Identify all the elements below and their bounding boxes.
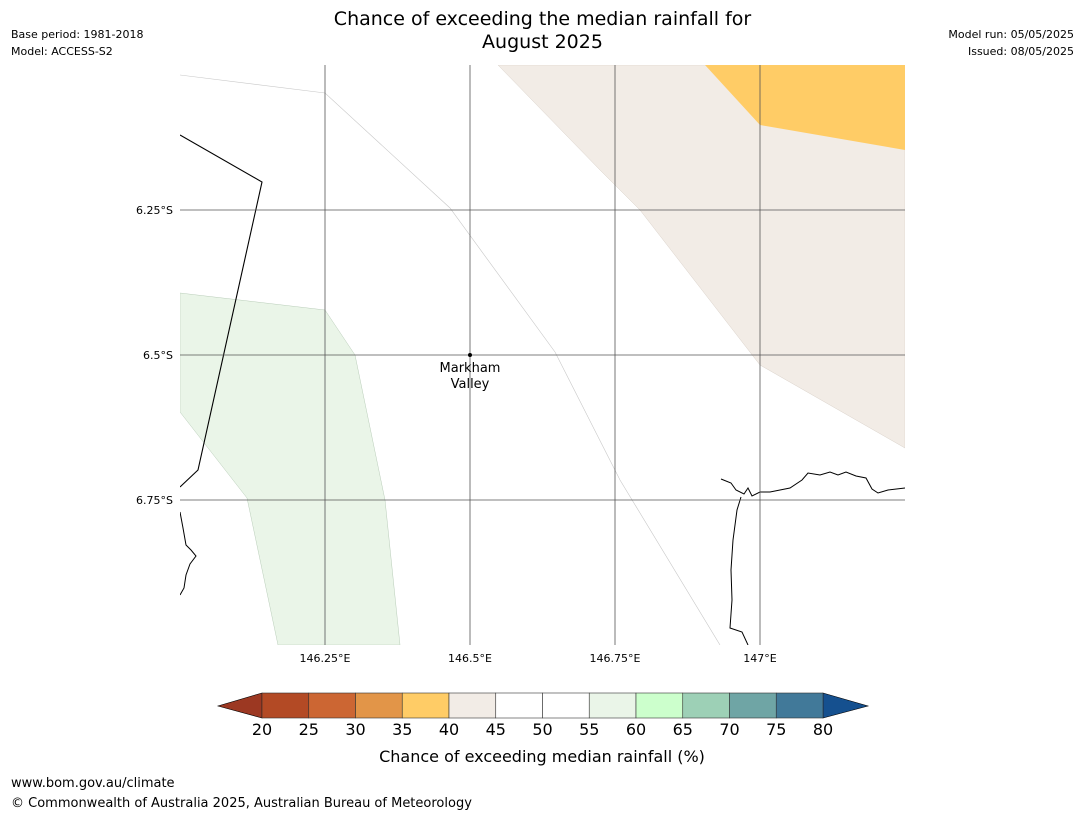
coastline-east-lower: [729, 496, 749, 645]
model-info: Base period: 1981-2018 Model: ACCESS-S2: [11, 26, 143, 60]
footer-copyright: © Commonwealth of Australia 2025, Austra…: [11, 796, 472, 811]
colorbar-cell-35-40: [401, 692, 450, 719]
model-text: Model: ACCESS-S2: [11, 45, 113, 58]
colorbar-cell-70-75: [729, 692, 777, 719]
lon-tick-146-75: 146.75°E: [590, 652, 641, 665]
colorbar-cell-40-45: [448, 692, 497, 719]
map-area: Markham Valley: [180, 65, 905, 645]
footer-url: www.bom.gov.au/climate: [11, 776, 175, 791]
colorbar: 20 25 30 35 40 45 50 55 60 65 70 75 80 Chance of exc…: [216, 692, 870, 766]
markham-valley-label-line-1: Markham: [440, 361, 501, 376]
colorbar-tick-20: 20: [252, 720, 272, 739]
colorbar-cell-75-80: [775, 692, 824, 719]
coastline-west: [180, 511, 197, 596]
issue-info: Model run: 05/05/2025 Issued: 08/05/2025: [948, 26, 1074, 60]
colorbar-cell-25-30: [308, 692, 356, 719]
colorbar-cell-30-35: [355, 692, 403, 719]
longitude-labels: 146.25°E 146.5°E 146.75°E 147°E: [300, 652, 777, 665]
lon-tick-147: 147°E: [743, 652, 776, 665]
lon-tick-146-5: 146.5°E: [448, 652, 492, 665]
colorbar-tick-55: 55: [579, 720, 599, 739]
colorbar-under-arrow: [216, 692, 263, 719]
colorbar-tick-30: 30: [345, 720, 365, 739]
colorbar-tick-40: 40: [439, 720, 459, 739]
colorbar-tick-35: 35: [392, 720, 412, 739]
colorbar-tick-75: 75: [766, 720, 786, 739]
colorbar-cell-20-25: [261, 692, 310, 719]
colorbar-cell-60-65: [635, 692, 684, 719]
map-title: Chance of exceeding the median rainfall …: [0, 8, 1085, 54]
title-line-2: August 2025: [482, 31, 603, 53]
model-run-text: Model run: 05/05/2025: [948, 28, 1074, 41]
markham-valley-marker: [468, 353, 472, 357]
rainfall-band-35-40: [705, 65, 905, 150]
colorbar-tick-25: 25: [299, 720, 319, 739]
contour-line: [180, 74, 721, 645]
colorbar-tick-80: 80: [813, 720, 833, 739]
title-line-1: Chance of exceeding the median rainfall …: [333, 8, 752, 30]
colorbar-cell-50-55: [542, 692, 590, 719]
issued-text: Issued: 08/05/2025: [967, 45, 1074, 58]
colorbar-tick-50: 50: [532, 720, 552, 739]
colorbar-cell-55-60: [588, 692, 637, 719]
coastline-east: [720, 471, 905, 497]
colorbar-title: Chance of exceeding median rainfall (%): [379, 747, 705, 766]
colorbar-cell-65-70: [682, 692, 730, 719]
colorbar-tick-45: 45: [486, 720, 506, 739]
colorbar-cell-45-50: [495, 692, 543, 719]
lon-tick-146-25: 146.25°E: [300, 652, 351, 665]
base-period-text: Base period: 1981-2018: [11, 28, 144, 41]
lat-tick-6-25: 6.25°S: [136, 204, 173, 217]
rainfall-band-55-60: [180, 292, 401, 645]
colorbar-over-arrow: [822, 692, 870, 719]
colorbar-tick-60: 60: [626, 720, 646, 739]
markham-valley-label-line-2: Valley: [451, 377, 490, 392]
colorbar-tick-65: 65: [673, 720, 693, 739]
lat-tick-6-75: 6.75°S: [136, 494, 173, 507]
colorbar-tick-70: 70: [719, 720, 739, 739]
latitude-labels: 6.25°S 6.5°S 6.75°S: [136, 204, 173, 507]
border-line: [180, 134, 263, 488]
lat-tick-6-5: 6.5°S: [143, 349, 173, 362]
